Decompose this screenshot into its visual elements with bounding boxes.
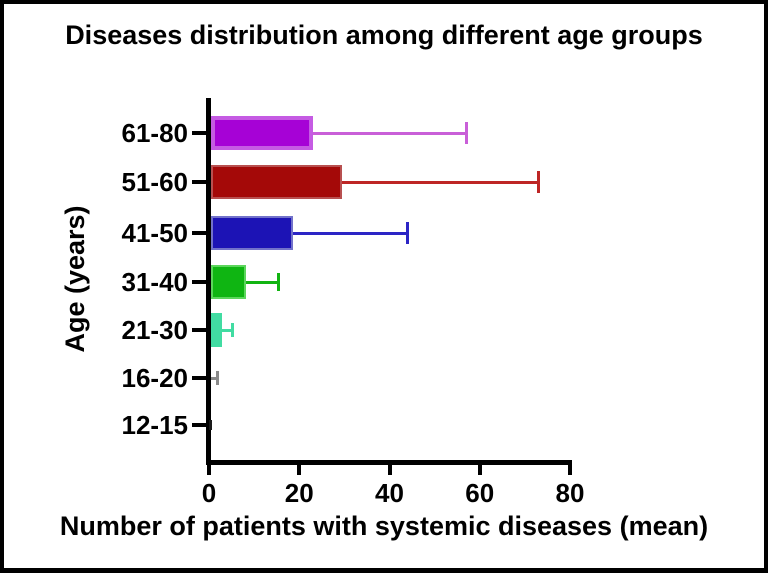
x-axis-title: Number of patients with systemic disease… [59, 511, 709, 541]
x-axis-tick [207, 465, 211, 475]
y-axis-tick [192, 180, 206, 184]
x-axis-tick [387, 465, 392, 475]
y-axis-tick [192, 328, 206, 332]
bar-21-30 [211, 313, 222, 347]
y-axis-tick [192, 280, 206, 284]
category-label: 31-40 [121, 267, 189, 297]
x-tick-label: 60 [465, 478, 495, 508]
y-axis-tick [192, 231, 206, 235]
y-axis-title: Age (years) [60, 205, 90, 353]
y-axis-tick [192, 131, 206, 135]
category-label: 51-60 [121, 167, 189, 197]
bar-41-50 [211, 216, 293, 250]
error-bar-cap-41-50 [406, 222, 410, 244]
x-axis-tick [477, 465, 482, 475]
x-tick-label: 20 [284, 478, 314, 508]
error-bar-cap-12-15 [209, 420, 213, 430]
y-axis-tick [192, 376, 206, 380]
category-label: 21-30 [121, 315, 189, 345]
x-tick-label: 0 [201, 478, 217, 508]
error-bar-line-41-50 [292, 231, 408, 235]
category-label: 41-50 [121, 218, 189, 248]
error-bar-line-21-30 [222, 328, 232, 332]
error-bar-line-16-20 [211, 376, 218, 380]
y-axis-tick [192, 423, 206, 427]
error-bar-line-51-60 [342, 180, 539, 184]
bar-61-80 [211, 116, 313, 150]
y-axis-line [206, 98, 211, 465]
bar-31-40 [211, 265, 246, 299]
plot-area: 0 20 40 60 80 61-80 51-60 41-50 31-40 21-30 16-20 1… [4, 4, 764, 568]
category-label: 16-20 [121, 363, 189, 393]
error-bar-line-31-40 [246, 280, 279, 284]
error-bar-cap-31-40 [277, 273, 281, 291]
error-bar-cap-16-20 [215, 371, 219, 385]
error-bar-cap-21-30 [230, 323, 234, 337]
error-bar-cap-61-80 [464, 122, 468, 144]
error-bar-cap-51-60 [536, 171, 540, 193]
x-tick-label: 40 [375, 478, 404, 508]
category-label: 61-80 [121, 118, 189, 148]
x-tick-label: 80 [555, 478, 585, 508]
bar-51-60 [211, 165, 342, 199]
error-bar-line-61-80 [312, 131, 467, 135]
x-axis-line [206, 460, 572, 465]
chart-title: Diseases distribution among different ag… [65, 20, 703, 50]
x-axis-tick [568, 465, 572, 475]
x-axis-tick [297, 465, 302, 475]
category-label: 12-15 [121, 410, 189, 440]
